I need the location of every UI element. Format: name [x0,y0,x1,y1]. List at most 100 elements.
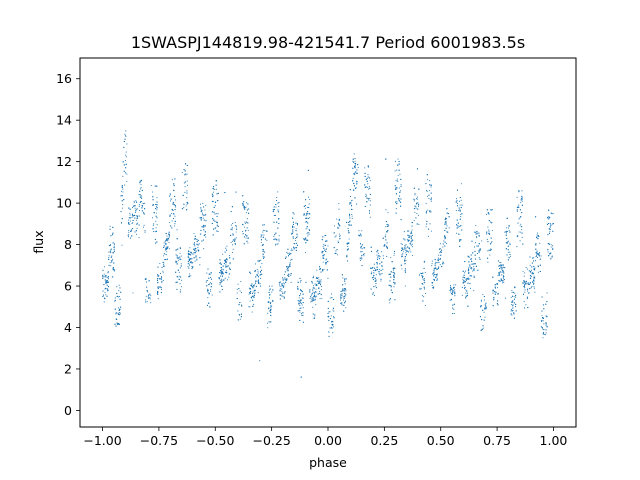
data-point [475,224,477,227]
data-point [240,292,242,294]
data-point [424,304,426,307]
data-point [210,278,213,280]
data-point [521,236,523,238]
data-point [426,189,428,192]
data-point [139,194,141,196]
data-point [549,230,551,232]
data-point [512,304,514,306]
data-point [212,191,214,193]
data-point [214,188,216,191]
data-point [515,296,517,298]
data-point [112,232,114,234]
data-point [394,170,396,172]
data-point [464,260,466,263]
data-point [128,232,130,234]
data-point [460,199,462,201]
data-point [238,314,240,316]
data-point [454,289,456,291]
data-point [299,309,301,311]
data-point [494,284,496,286]
data-point [457,202,459,204]
data-point [431,263,433,265]
data-point [378,255,380,257]
data-point [476,233,478,235]
data-point [507,245,509,247]
data-point [537,238,539,240]
data-point [375,274,377,276]
data-point [187,252,189,254]
data-point [312,291,314,293]
data-point [153,223,155,225]
data-point [357,167,359,169]
data-point [410,241,412,243]
data-point [211,222,213,224]
data-point [352,177,354,180]
data-point [286,269,288,271]
data-point [299,277,301,279]
data-point [322,236,324,238]
data-point [401,254,403,256]
data-point [396,169,398,171]
data-point [194,245,196,247]
data-point [248,306,250,308]
data-point [313,316,315,318]
data-point [489,249,492,252]
data-point [322,261,324,263]
data-point [435,267,437,270]
data-point [113,245,115,247]
data-point [470,287,472,289]
data-point [533,286,535,288]
data-point [162,279,164,281]
data-point [262,255,264,257]
data-point [404,245,406,247]
data-point [119,287,121,289]
data-point [104,288,106,290]
data-point [186,164,188,166]
data-point [351,217,353,219]
data-point [390,257,392,259]
data-point [411,229,413,231]
data-point [287,248,289,250]
data-point [307,239,309,241]
data-point [162,265,165,267]
data-point [168,235,170,237]
data-point [507,227,510,229]
data-point [129,212,131,214]
data-point [322,245,324,247]
data-point [210,290,212,292]
data-point [211,294,213,296]
data-point [262,253,264,255]
data-point [446,225,448,227]
data-point [102,294,105,296]
data-point [478,243,480,245]
data-point [340,293,342,295]
data-point [425,226,427,228]
data-point [524,291,526,293]
data-point [248,287,250,289]
data-point [487,226,489,228]
data-point [231,244,234,246]
data-point [148,297,150,299]
data-point [405,245,407,247]
data-point [365,178,367,180]
data-point [130,229,132,231]
data-point [158,286,160,288]
data-point [221,278,223,280]
data-point [400,243,402,245]
data-point [524,287,526,289]
data-point [414,194,416,196]
data-point [140,195,142,197]
data-point [200,219,202,221]
data-point [523,307,526,309]
data-point [209,289,212,291]
data-point [179,291,181,293]
data-point [330,326,332,328]
data-point [386,231,388,233]
data-point [363,253,365,255]
data-point [386,255,388,258]
data-point [147,291,149,293]
data-point [219,262,221,265]
data-point [514,292,516,294]
data-point [271,285,273,287]
data-point [159,273,162,275]
